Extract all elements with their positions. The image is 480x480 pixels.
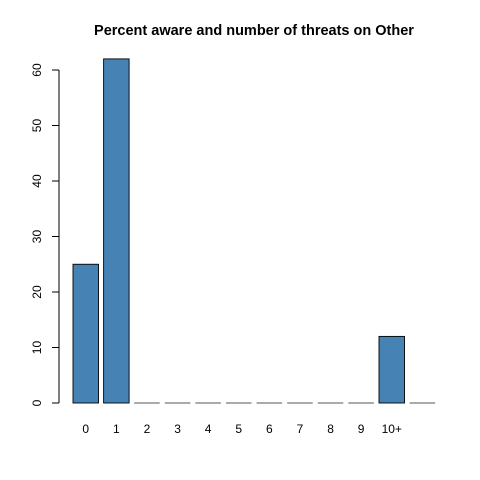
y-axis: 0 10 20 30 40 50 60 (30, 63, 60, 406)
x-tick-label-3: 3 (174, 422, 181, 436)
y-tick-label-10: 10 (30, 341, 44, 355)
x-tick-label-8: 8 (327, 422, 334, 436)
x-axis-labels: 0 1 2 3 4 5 6 7 8 9 10+ (82, 422, 402, 436)
chart-title: Percent aware and number of threats on O… (94, 23, 414, 39)
x-tick-label-6: 6 (266, 422, 273, 436)
bar-0 (72, 263, 99, 404)
x-tick-label-7: 7 (297, 422, 304, 436)
x-tick-label-1: 1 (113, 422, 120, 436)
x-tick-label-9: 9 (358, 422, 365, 436)
x-tick-label-4: 4 (205, 422, 212, 436)
x-tick-label-2: 2 (144, 422, 151, 436)
y-tick-label-0: 0 (30, 399, 44, 406)
y-tick-label-40: 40 (30, 174, 44, 188)
y-tick-label-60: 60 (30, 63, 44, 77)
y-tick-label-30: 30 (30, 230, 44, 244)
y-tick-label-50: 50 (30, 119, 44, 133)
bars-group (72, 58, 436, 404)
x-tick-label-0: 0 (82, 422, 89, 436)
x-tick-label-10+: 10+ (382, 422, 402, 436)
bar-1 (103, 58, 130, 404)
y-tick-label-20: 20 (30, 285, 44, 299)
x-tick-label-5: 5 (235, 422, 242, 436)
bar-10+ (378, 335, 405, 404)
